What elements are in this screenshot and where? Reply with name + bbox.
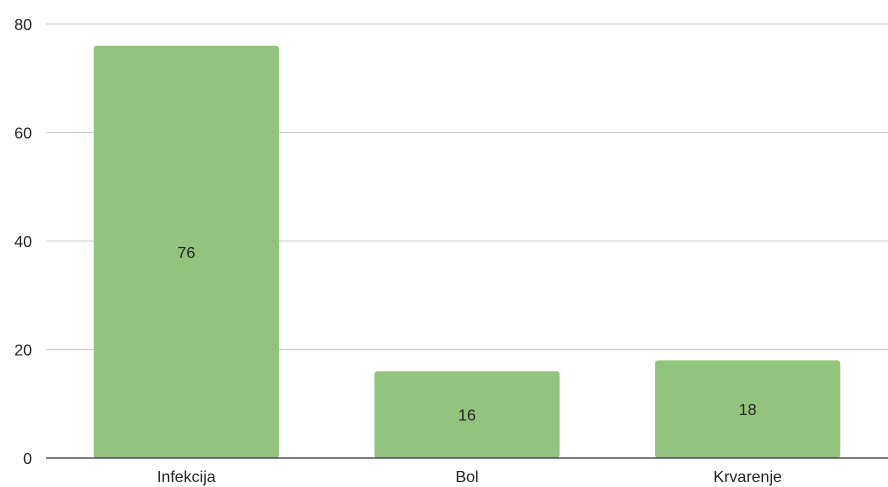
y-tick-label: 20 [14, 343, 32, 360]
x-tick-label: Krvarenje [713, 469, 782, 486]
y-tick-label: 0 [23, 451, 32, 468]
y-tick-label: 40 [14, 234, 32, 251]
x-tick-label: Bol [455, 469, 478, 486]
y-tick-label: 80 [14, 17, 32, 34]
x-tick-label: Infekcija [157, 469, 216, 486]
data-label: 76 [177, 245, 195, 262]
data-label: 18 [739, 402, 757, 419]
data-label: 16 [458, 408, 476, 425]
y-tick-label: 60 [14, 126, 32, 143]
bar [655, 360, 841, 458]
bar [93, 45, 279, 458]
bar [374, 371, 560, 458]
